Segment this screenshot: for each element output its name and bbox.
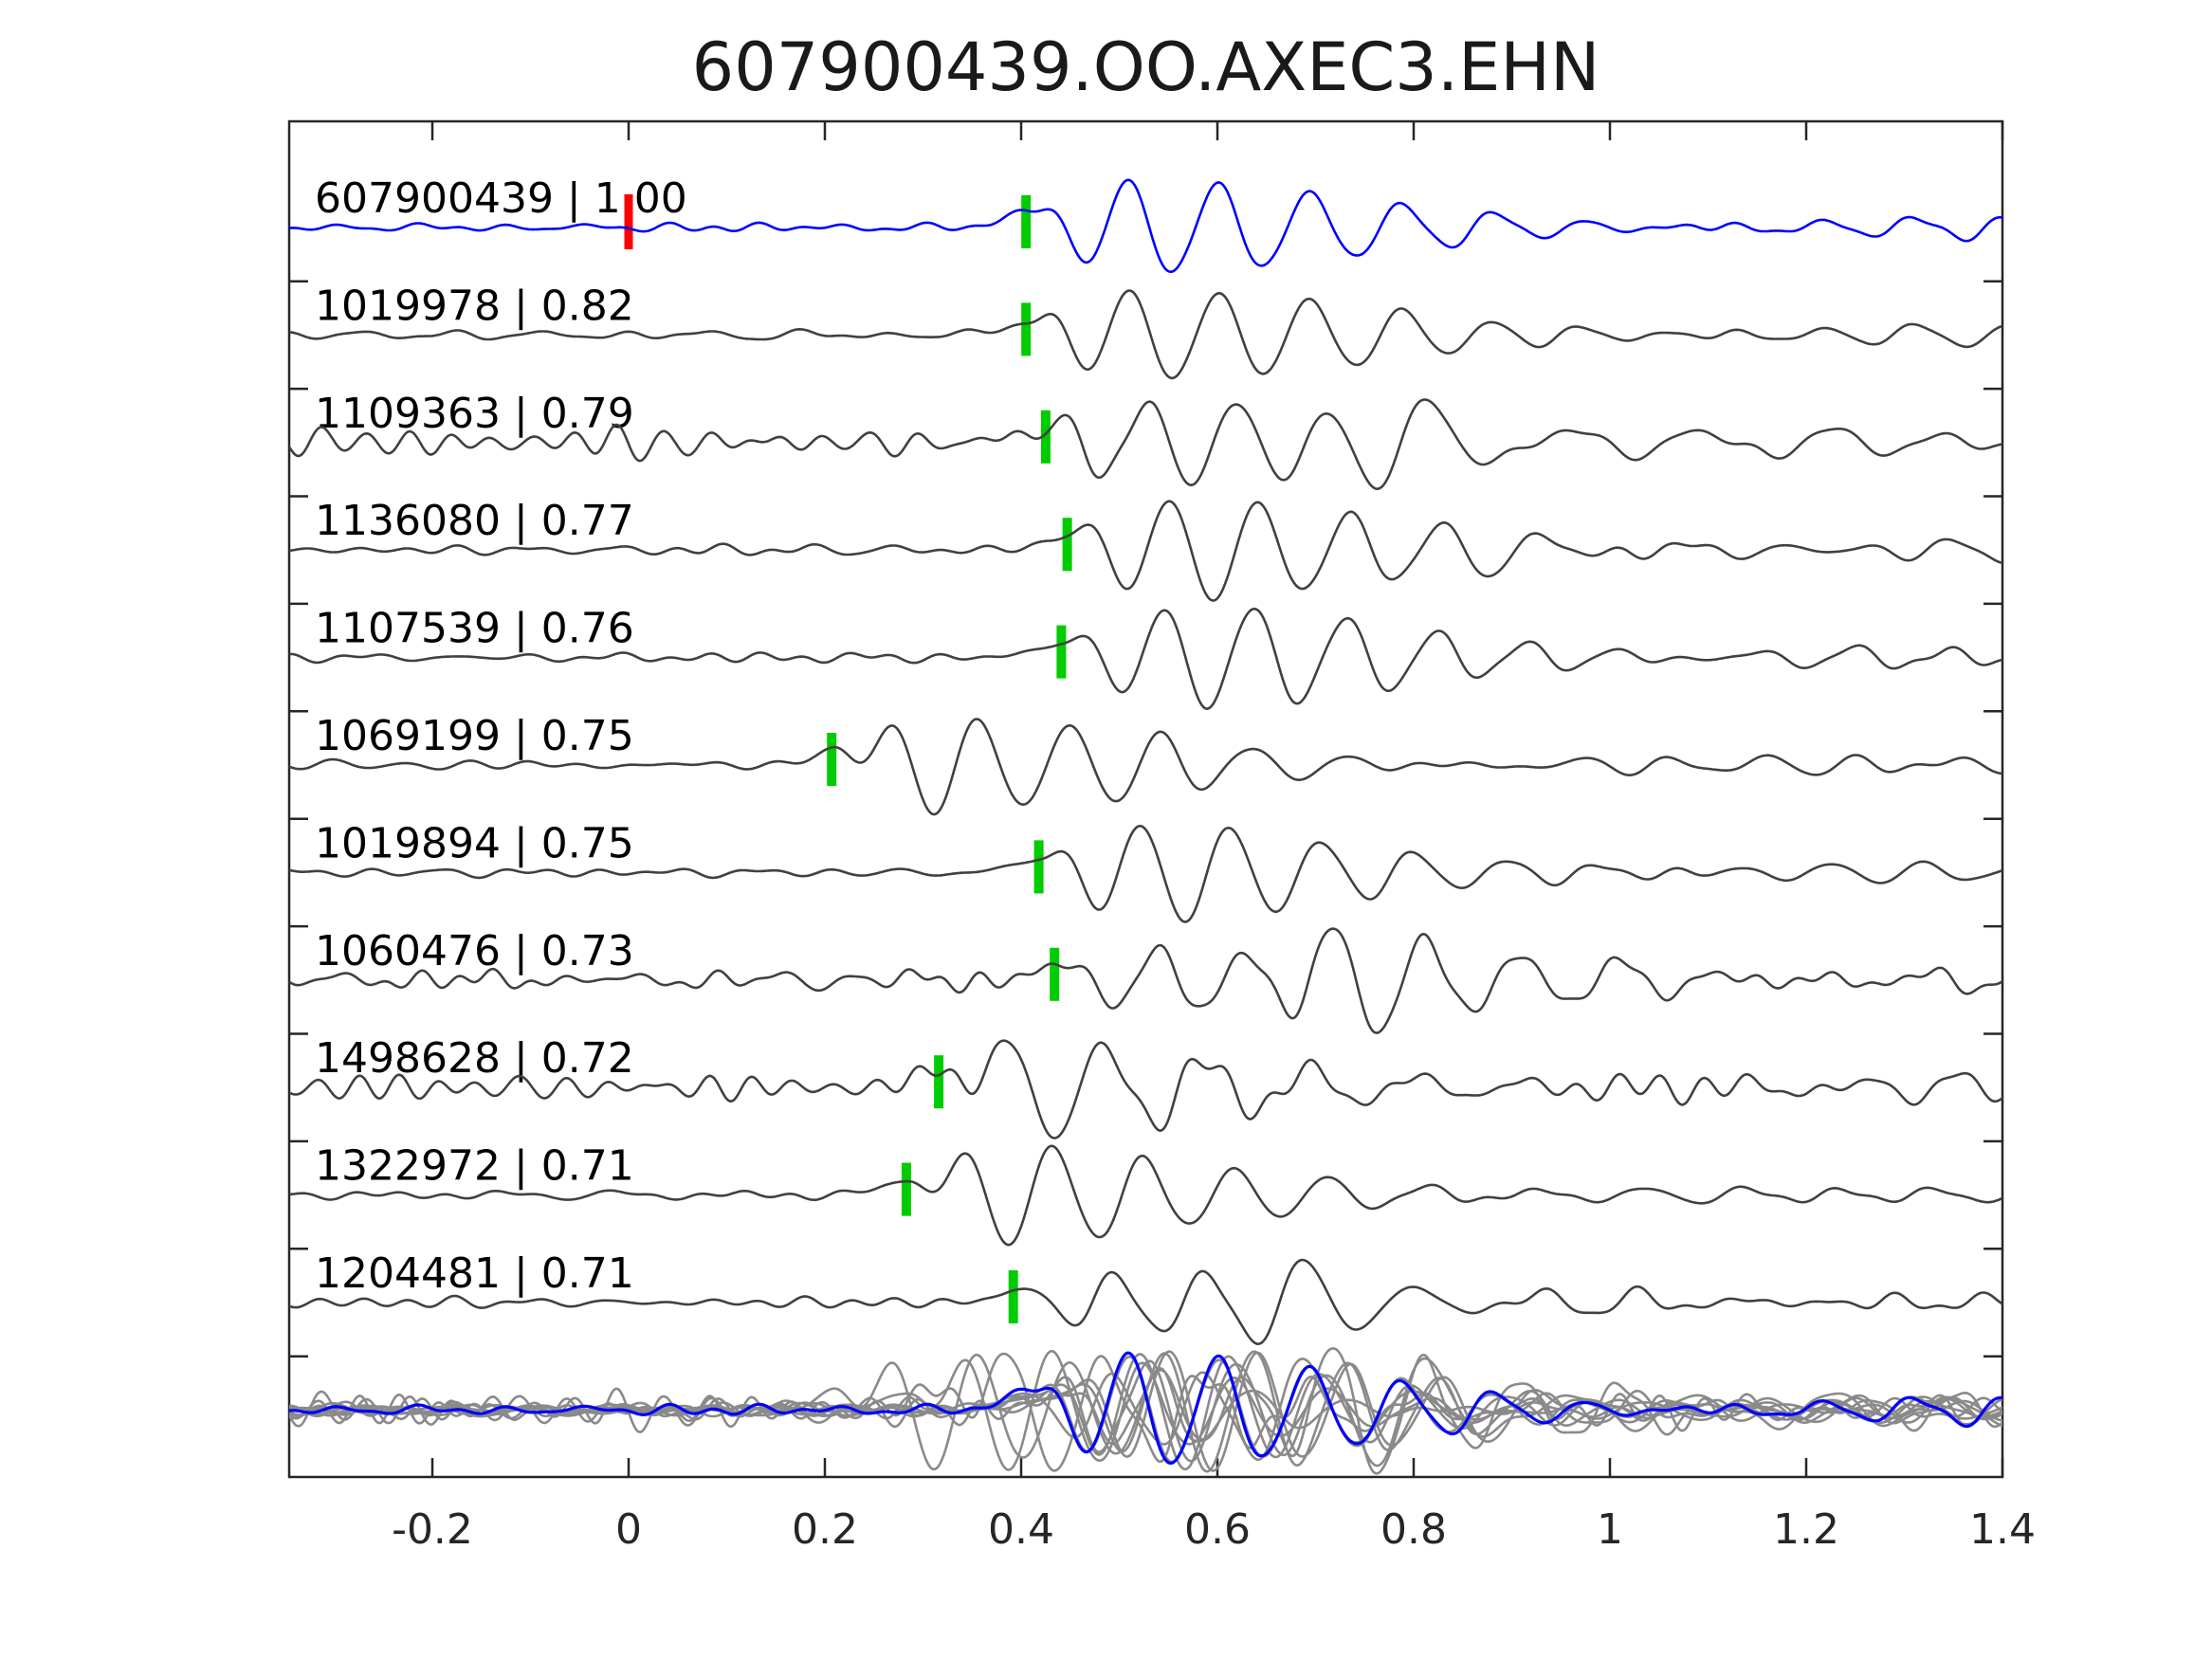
x-tick-label: 0.2 <box>792 1505 858 1554</box>
reference-marker <box>624 194 633 249</box>
trace-label: 1322972 | 0.71 <box>315 1142 634 1191</box>
trace-waveform <box>289 607 2002 710</box>
trace-waveform <box>289 825 2002 923</box>
x-tick-label: -0.2 <box>392 1505 473 1554</box>
overlay-waveform <box>289 1357 2002 1468</box>
x-tick-label: 0.4 <box>988 1505 1054 1554</box>
trace-label: 1019978 | 0.82 <box>315 282 634 330</box>
trace-waveform <box>289 398 2002 490</box>
trace-waveform <box>289 178 2002 273</box>
x-tick-label: 1.2 <box>1773 1505 1839 1554</box>
x-tick-label: 0.8 <box>1380 1505 1447 1554</box>
axes-border <box>287 119 2004 1479</box>
pick-marker <box>1050 947 1060 1001</box>
trace-waveform <box>289 1258 2002 1345</box>
traces-group <box>289 178 2002 1475</box>
trace-label: 1107539 | 0.76 <box>315 605 634 653</box>
x-tick-label: 1.4 <box>1969 1505 2036 1554</box>
pick-marker <box>1062 518 1072 572</box>
x-tick-label: 0.6 <box>1184 1505 1251 1554</box>
pick-marker <box>1021 195 1032 248</box>
pick-marker <box>1040 410 1051 464</box>
pick-marker <box>827 733 837 786</box>
trace-waveform <box>289 1144 2002 1247</box>
pick-marker <box>1033 840 1044 894</box>
trace-waveform <box>289 289 2002 380</box>
x-tick-label: 1 <box>1597 1505 1623 1554</box>
trace-label: 1204481 | 0.71 <box>315 1249 634 1298</box>
trace-waveform <box>289 927 2002 1034</box>
trace-label: 1060476 | 0.73 <box>315 927 634 975</box>
overlay-template-waveform <box>289 1351 2002 1466</box>
trace-waveform <box>289 1039 2002 1139</box>
trace-label: 1019894 | 0.75 <box>315 819 634 867</box>
trace-label: 1498628 | 0.72 <box>315 1034 634 1083</box>
pick-marker <box>1021 302 1032 356</box>
pick-marker <box>1056 625 1067 679</box>
pick-marker <box>901 1162 911 1216</box>
x-tick-label: 0 <box>615 1505 642 1554</box>
pick-marker <box>1008 1270 1018 1323</box>
trace-label: 1136080 | 0.77 <box>315 497 634 545</box>
pick-marker <box>934 1055 944 1109</box>
chart-title: 607900439.OO.AXEC3.EHN <box>691 28 1600 106</box>
trace-waveform <box>289 500 2002 602</box>
trace-waveform <box>289 718 2002 816</box>
trace-label: 1069199 | 0.75 <box>315 712 634 760</box>
trace-label: 1109363 | 0.79 <box>315 390 634 438</box>
